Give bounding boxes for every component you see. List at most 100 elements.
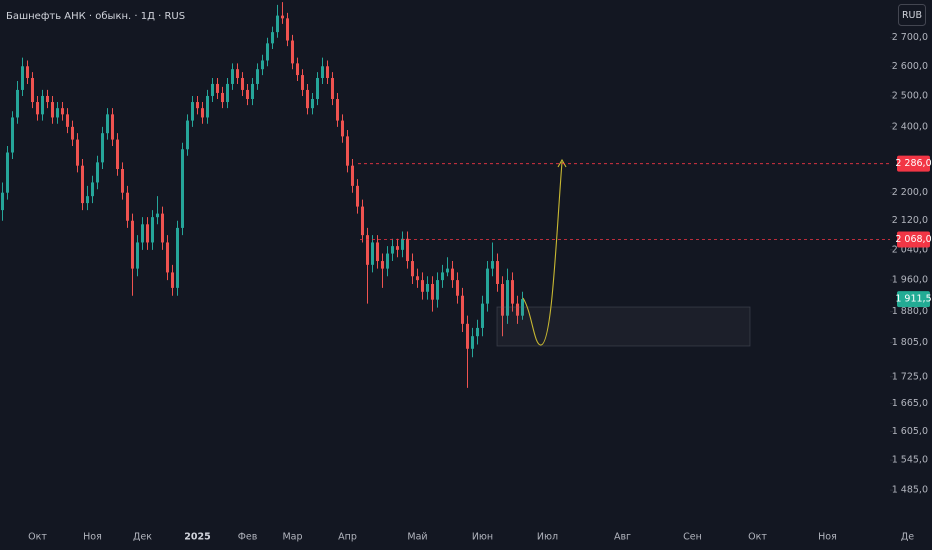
candle-body	[41, 95, 44, 115]
y-tick-label: 2 600,0	[892, 61, 928, 72]
candle-body	[221, 92, 224, 103]
candle-body	[326, 66, 329, 79]
y-tick-label: 1 545,0	[892, 455, 928, 466]
candle-body	[381, 261, 384, 269]
candle-body	[351, 165, 354, 186]
candle-body	[121, 168, 124, 193]
candle-body	[131, 220, 134, 269]
candle-body	[501, 283, 504, 316]
candle-body	[171, 272, 174, 288]
x-tick-label: Окт	[748, 532, 767, 543]
candle-body	[26, 66, 29, 79]
candle-body	[86, 196, 89, 204]
candle-body	[511, 280, 514, 304]
x-tick-label: Апр	[338, 532, 357, 543]
candle-body	[36, 102, 39, 115]
candle-body	[411, 261, 414, 277]
price-level-label: 2 068,0	[895, 234, 931, 245]
chart-title: Башнефть АНК · обыкн. · 1Д · RUS	[6, 11, 185, 22]
x-tick-label: Авг	[614, 532, 631, 543]
candle-body	[111, 114, 114, 140]
candle-body	[331, 78, 334, 99]
y-tick-label: 1 485,0	[892, 485, 928, 496]
candle-body	[286, 18, 289, 41]
y-tick-label: 2 040,0	[892, 244, 928, 255]
x-tick-label: Июл	[537, 532, 558, 543]
candle-body	[66, 114, 69, 127]
candle-body	[201, 108, 204, 118]
candle-body	[91, 182, 94, 197]
candle-body	[316, 78, 319, 99]
candle-body	[386, 253, 389, 269]
candle-body	[306, 89, 309, 109]
candle-body	[366, 235, 369, 265]
y-tick-label: 2 500,0	[892, 90, 928, 101]
candle-body	[321, 66, 324, 79]
candle-body	[256, 69, 259, 84]
candle-body	[216, 83, 219, 93]
currency-button[interactable]	[898, 4, 926, 26]
forecast-arrow	[557, 158, 567, 168]
candle-body	[96, 162, 99, 183]
x-tick-label: Ноя	[818, 532, 837, 543]
candle-body	[336, 98, 339, 121]
candle-body	[471, 336, 474, 349]
x-tick-label: 2025	[184, 532, 210, 543]
y-tick-label: 2 120,0	[892, 215, 928, 226]
candle-body	[16, 89, 19, 118]
candle-body	[106, 114, 109, 134]
candle-body	[31, 78, 34, 103]
x-tick-label: Де	[901, 532, 914, 543]
price-level-label: 2 286,0	[895, 158, 931, 169]
candle-body	[21, 66, 24, 90]
candle-body	[506, 280, 509, 316]
candle-body	[246, 89, 249, 99]
candle-body	[126, 192, 129, 221]
candle-body	[141, 224, 144, 243]
price-level-badge	[897, 231, 930, 248]
candle-body	[186, 120, 189, 150]
candle-body	[116, 139, 119, 169]
forecast-curve	[522, 161, 563, 346]
candle-body	[371, 242, 374, 265]
candle-body	[356, 185, 359, 207]
candle-body	[11, 117, 14, 153]
candle-body	[81, 165, 84, 204]
candle-body	[261, 60, 264, 70]
candle-body	[206, 95, 209, 118]
candle-body	[76, 139, 79, 166]
candle-body	[376, 242, 379, 262]
candle-body	[56, 108, 59, 118]
candle-body	[346, 136, 349, 166]
candle-body	[431, 283, 434, 300]
candle-body	[481, 303, 484, 328]
candle-body	[251, 83, 254, 99]
candle-body	[496, 261, 499, 284]
candle-body	[71, 126, 74, 140]
candle-body	[426, 283, 429, 292]
candle-body	[101, 133, 104, 163]
plot-area	[1, 2, 524, 388]
candle-body	[266, 43, 269, 61]
candle-body	[406, 238, 409, 262]
candle-body	[211, 83, 214, 96]
last-price-badge	[897, 291, 930, 308]
candle-body	[146, 224, 149, 243]
candle-body	[51, 102, 54, 118]
candle-body	[191, 102, 194, 121]
y-tick-label: 1 725,0	[892, 371, 928, 382]
candle-body	[236, 69, 239, 79]
candle-body	[446, 268, 449, 273]
candle-body	[1, 192, 4, 211]
x-tick-label: Сен	[683, 532, 702, 543]
candle-body	[226, 83, 229, 103]
candle-body	[296, 63, 299, 76]
candle-body	[451, 268, 454, 281]
currency-label[interactable]: RUB	[902, 10, 922, 21]
candle-body	[491, 261, 494, 269]
candle-body	[361, 206, 364, 236]
candle-body	[461, 295, 464, 324]
candle-body	[241, 78, 244, 90]
candle-body	[456, 280, 459, 296]
y-tick-label: 1 665,0	[892, 398, 928, 409]
